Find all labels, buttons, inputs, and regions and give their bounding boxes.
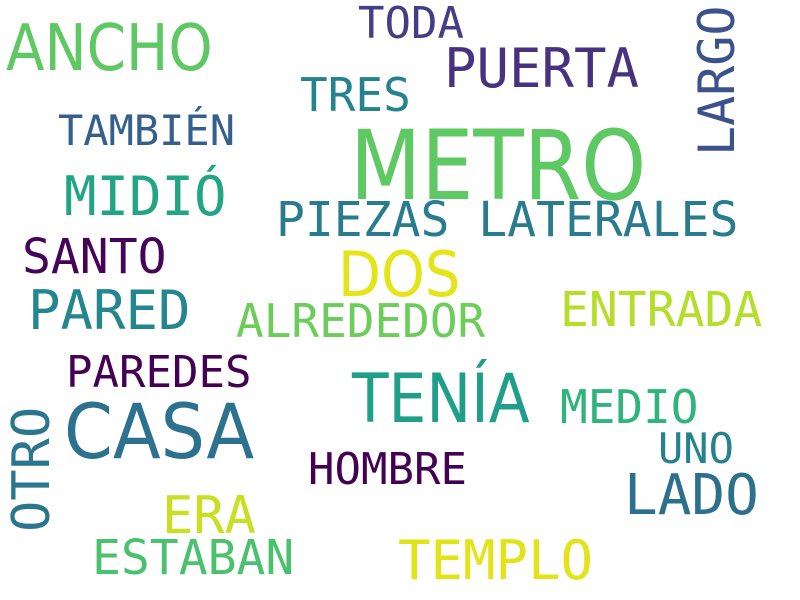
word-otro: OTRO [2, 406, 62, 532]
word-largo: LARGO [688, 5, 746, 156]
word-lado: LADO [624, 463, 759, 528]
word-midio: MIDIÓ [64, 165, 227, 228]
word-piezas-laterales: PIEZAS LATERALES [276, 192, 739, 248]
word-paredes: PAREDES [66, 347, 252, 398]
word-hombre: HOMBRE [308, 444, 467, 495]
word-alrededor: ALREDEDOR [236, 294, 486, 348]
word-puerta: PUERTA [444, 37, 640, 100]
word-toda: TODA [358, 0, 464, 49]
word-casa: CASA [64, 387, 255, 476]
word-ancho: ANCHO [6, 12, 213, 86]
word-dos: DOS [338, 238, 461, 311]
word-tenia: TENÍA [352, 360, 530, 439]
word-tres: TRES [300, 68, 411, 122]
word-santo: SANTO [22, 229, 167, 285]
word-entrada: ENTRADA [560, 282, 763, 338]
word-estaban: ESTABAN [92, 530, 295, 586]
word-pared: PARED [28, 279, 191, 342]
word-tambien: TAMBIÉN [58, 106, 236, 155]
word-templo: TEMPLO [398, 529, 594, 592]
word-uno: UNO [658, 424, 734, 473]
word-era: ERA [162, 486, 256, 546]
word-medio: MEDIO [560, 380, 699, 434]
word-metro: METRO [350, 110, 647, 222]
